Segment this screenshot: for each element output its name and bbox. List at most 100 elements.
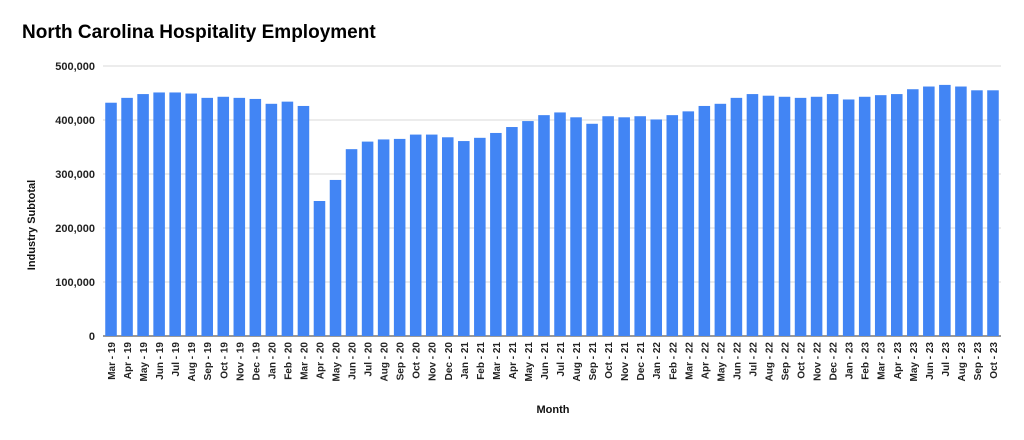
bar xyxy=(874,95,887,336)
bar xyxy=(586,123,598,336)
bar xyxy=(554,112,566,336)
bar xyxy=(137,94,149,336)
bar xyxy=(666,115,679,336)
bar xyxy=(201,97,214,336)
x-tick-label: Mar - 20 xyxy=(299,342,310,380)
bar xyxy=(955,86,967,337)
x-tick-label: Apr - 19 xyxy=(123,342,134,380)
x-tick-label: Jul - 20 xyxy=(364,342,375,377)
bar xyxy=(714,103,727,336)
x-tick-label: Dec - 22 xyxy=(829,342,840,381)
bar xyxy=(105,102,117,336)
y-tick-label: 0 xyxy=(89,331,95,343)
x-tick-label: Nov - 19 xyxy=(235,342,246,381)
bar xyxy=(602,116,614,336)
x-tick-label: Jun - 23 xyxy=(925,342,936,380)
x-tick-label: Nov - 21 xyxy=(620,342,631,381)
y-tick-label: 500,000 xyxy=(55,61,95,73)
x-axis-ticks: Mar - 19 Apr - 19 May - 19 Jun - 19 Jul - 19… xyxy=(107,342,1000,382)
y-tick-label: 100,000 xyxy=(55,277,95,289)
x-tick-label: Jun - 19 xyxy=(155,342,166,380)
bar xyxy=(730,97,743,336)
bar xyxy=(939,84,951,337)
bar xyxy=(794,97,807,336)
bar xyxy=(762,95,775,336)
x-tick-label: Aug - 20 xyxy=(380,342,391,382)
bar xyxy=(474,137,486,336)
x-tick-label: Jan - 23 xyxy=(845,342,856,380)
bar xyxy=(297,105,310,337)
x-tick-label: Dec - 20 xyxy=(444,342,455,381)
bar xyxy=(778,96,791,336)
bar xyxy=(345,149,358,336)
x-tick-label: Jul - 22 xyxy=(748,342,759,377)
chart-title: North Carolina Hospitality Employment xyxy=(22,22,376,43)
x-tick-label: Aug - 21 xyxy=(572,342,583,382)
bar xyxy=(329,179,342,336)
bar xyxy=(281,101,294,336)
x-tick-label: Sep - 23 xyxy=(973,342,984,381)
y-axis-ticks: 0 100,000 200,000 300,000 400,000 500,000 xyxy=(55,61,95,343)
bars xyxy=(105,84,999,337)
x-tick-label: Dec - 21 xyxy=(636,342,647,381)
bar xyxy=(570,117,582,336)
x-tick-label: Aug - 22 xyxy=(764,342,775,382)
bar xyxy=(217,96,230,336)
x-tick-label: Jun - 21 xyxy=(540,342,551,380)
bar xyxy=(890,94,903,336)
bar xyxy=(923,86,935,337)
bar xyxy=(441,137,454,336)
x-tick-label: Jan - 22 xyxy=(652,342,663,380)
bar xyxy=(971,90,983,336)
x-tick-label: Mar - 23 xyxy=(877,342,888,380)
bar xyxy=(842,99,855,336)
x-tick-label: May - 21 xyxy=(524,342,535,382)
x-tick-label: Jul - 19 xyxy=(171,342,182,377)
bar xyxy=(682,111,695,336)
bar xyxy=(121,97,133,336)
x-tick-label: Mar - 19 xyxy=(107,342,118,380)
x-tick-label: Jul - 23 xyxy=(941,342,952,377)
bar xyxy=(185,93,197,336)
x-tick-label: Nov - 22 xyxy=(813,342,824,381)
bar xyxy=(634,116,646,336)
x-axis-label: Month xyxy=(536,404,570,416)
bar xyxy=(746,94,759,336)
x-tick-label: Jun - 20 xyxy=(348,342,359,380)
bar xyxy=(169,92,181,337)
x-tick-label: Feb - 22 xyxy=(668,342,679,380)
bar xyxy=(393,138,406,336)
x-tick-label: May - 22 xyxy=(716,342,727,382)
x-tick-label: Oct - 21 xyxy=(604,342,615,379)
x-tick-label: Apr - 21 xyxy=(508,342,519,380)
bar xyxy=(826,94,839,336)
x-tick-label: Feb - 20 xyxy=(283,342,294,380)
x-tick-label: Aug - 19 xyxy=(187,342,198,382)
bar xyxy=(313,201,326,336)
x-tick-label: Mar - 21 xyxy=(492,342,503,380)
x-tick-label: Oct - 20 xyxy=(412,342,423,379)
x-tick-label: Sep - 20 xyxy=(396,342,407,381)
x-tick-label: May - 20 xyxy=(332,342,343,382)
x-tick-label: Dec - 19 xyxy=(251,342,262,381)
x-tick-label: Jun - 22 xyxy=(732,342,743,380)
bar xyxy=(409,134,422,336)
bar xyxy=(538,115,550,336)
y-tick-label: 200,000 xyxy=(55,223,95,235)
bar xyxy=(698,105,711,337)
x-tick-label: Sep - 19 xyxy=(203,342,214,381)
x-tick-label: Feb - 21 xyxy=(476,342,487,380)
bar xyxy=(233,97,246,336)
x-tick-label: Oct - 22 xyxy=(797,342,808,379)
bar xyxy=(153,92,165,337)
x-tick-label: Apr - 22 xyxy=(700,342,711,380)
x-tick-label: Nov - 20 xyxy=(428,342,439,381)
x-tick-label: Aug - 23 xyxy=(957,342,968,382)
bar xyxy=(987,90,999,336)
x-tick-label: Oct - 19 xyxy=(219,342,230,379)
bar xyxy=(522,121,534,336)
bar xyxy=(265,103,278,336)
bar xyxy=(361,141,374,336)
x-tick-label: May - 19 xyxy=(139,342,150,382)
